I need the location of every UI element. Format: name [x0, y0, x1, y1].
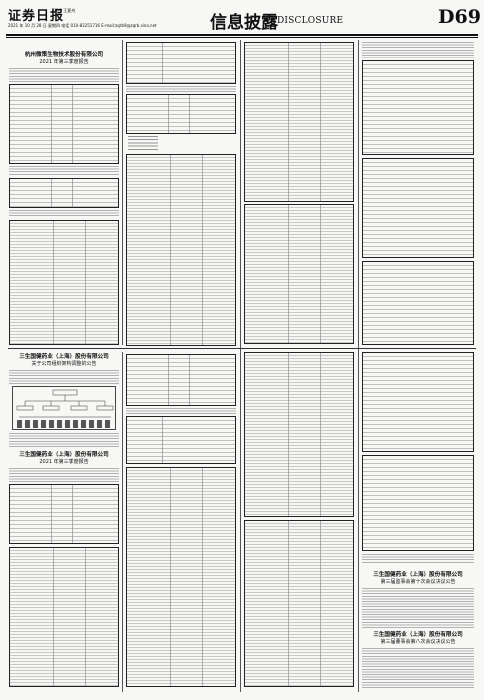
notice-1-text: [362, 42, 474, 58]
notice-1-table: [126, 94, 236, 134]
notice-2-header: 三生国健药业（上海）股份有限公司 关于公司组织架构调整的公告: [8, 354, 120, 367]
section-title: 信息披露: [210, 13, 278, 33]
notice-1-table: [126, 154, 236, 346]
notice-1-title: 2021 年第三季度报告: [39, 59, 89, 65]
notice-3-title: 2021 年第三季度报告: [39, 459, 89, 465]
org-structure-diagram: [12, 386, 116, 430]
section-divider: [8, 348, 476, 349]
newspaper-logo: 证券日报: [8, 9, 65, 24]
notice-1-table: [126, 42, 236, 84]
notice-1-text: [9, 210, 119, 218]
notice-5-company: 三生国健药业（上海）股份有限公司: [373, 632, 463, 638]
notice-2-text: [9, 370, 119, 384]
column-divider: [122, 40, 123, 345]
masthead: 证券日报 责任 王夏舟 2021 年 10 月 28 日 星期四 电话 010-…: [6, 5, 481, 35]
column-divider: [240, 40, 241, 692]
notice-3-text: [362, 554, 474, 564]
notice-1-text: [126, 86, 236, 92]
notice-1-table: [9, 178, 119, 208]
notice-1-company: 杭州微策生物技术股份有限公司: [24, 52, 104, 58]
notice-5-text: [362, 648, 474, 688]
page-number: D69: [438, 6, 481, 28]
column-divider: [358, 40, 359, 692]
org-chart-lines: [16, 389, 114, 428]
notice-5-title: 第三届董事会第八次会议决议公告: [380, 639, 456, 645]
notice-1-table: [244, 42, 354, 202]
notice-4-header: 三生国健药业（上海）股份有限公司 第三届监事会第十次会议决议公告: [362, 572, 474, 585]
notice-1-table: [362, 261, 474, 345]
editor-credit: 责任 王夏舟: [54, 8, 76, 13]
notice-3-table: [126, 416, 236, 464]
section-title-english: DISCLOSURE: [277, 16, 344, 26]
notice-1-table: [9, 220, 119, 345]
notice-1-text: [9, 166, 119, 176]
notice-1-table: [362, 60, 474, 155]
notice-1-table: [9, 84, 119, 164]
notice-2-text: [9, 433, 119, 447]
notice-3-company: 三生国健药业（上海）股份有限公司: [19, 452, 109, 458]
notice-3-table: [9, 547, 119, 687]
notice-5-header: 三生国健药业（上海）股份有限公司 第三届董事会第八次会议决议公告: [362, 632, 474, 645]
notice-3-text: [9, 468, 119, 482]
notice-3-table: [244, 352, 354, 517]
masthead-rule: [6, 34, 478, 36]
notice-2-title: 关于公司组织架构调整的公告: [31, 361, 97, 367]
notice-3-table: [362, 352, 474, 452]
column-divider: [122, 352, 123, 692]
notice-4-company: 三生国健药业（上海）股份有限公司: [373, 572, 463, 578]
notice-3-table: [244, 520, 354, 687]
masthead-rule-thin: [6, 36, 478, 37]
notice-3-table: [126, 467, 236, 687]
notice-1-table: [362, 158, 474, 258]
notice-3-table: [362, 455, 474, 551]
notice-1-table: [244, 204, 354, 344]
notice-1-header: 杭州微策生物技术股份有限公司 2021 年第三季度报告: [8, 52, 120, 65]
notice-3-table: [9, 484, 119, 544]
notice-1-text: [9, 68, 119, 82]
notice-3-table: [126, 354, 236, 406]
notice-4-title: 第三届监事会第十次会议决议公告: [380, 579, 456, 585]
notice-3-header: 三生国健药业（上海）股份有限公司 2021 年第三季度报告: [8, 452, 120, 465]
notice-2-company: 三生国健药业（上海）股份有限公司: [19, 354, 109, 360]
dateline: 2021 年 10 月 28 日 星期四 电话 010-83251716 E-m…: [8, 23, 157, 28]
notice-3-text: [126, 408, 236, 414]
notice-1-text: [128, 136, 158, 152]
notice-4-text: [362, 588, 474, 628]
